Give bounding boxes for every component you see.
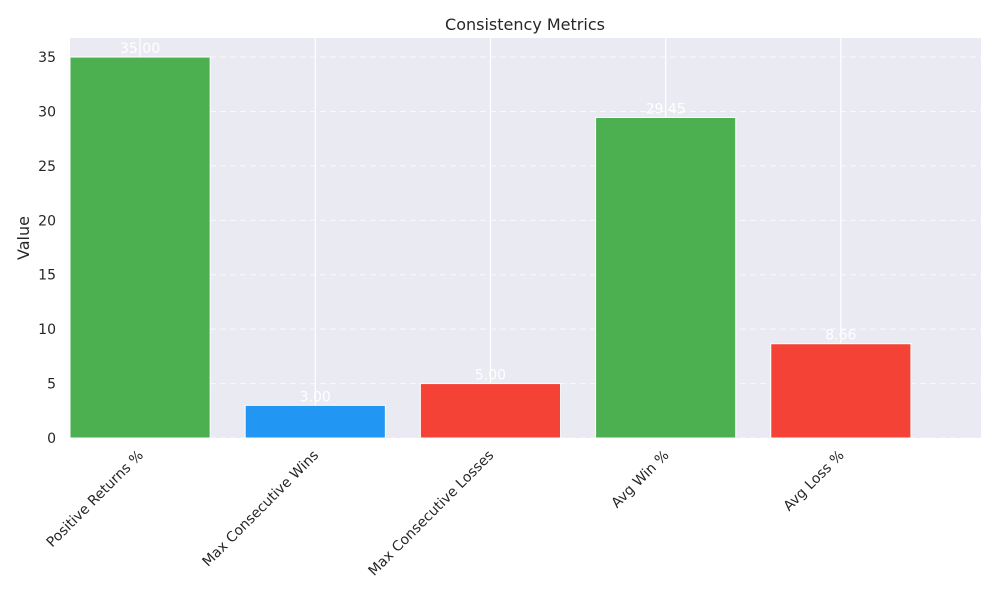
bar (595, 116, 737, 439)
chart-title: Consistency Metrics (445, 15, 605, 34)
y-axis-title: Value (14, 216, 33, 260)
y-tick-label: 30 (38, 104, 56, 120)
data-labels: 35.00 3.00 5.00 29.45 8.66 (120, 41, 856, 405)
bar (69, 56, 211, 439)
y-tick-label: 5 (47, 377, 56, 393)
y-axis-ticks: 0 5 10 15 20 25 30 35 (38, 50, 56, 447)
y-tick-label: 10 (38, 322, 56, 338)
y-tick-label: 20 (38, 213, 56, 229)
bars (69, 56, 912, 439)
y-tick-label: 15 (38, 268, 56, 284)
bar (419, 383, 562, 439)
gridlines (70, 38, 981, 439)
bar (770, 343, 912, 439)
bar (244, 404, 386, 439)
bar-value-label: 35.00 (120, 41, 160, 57)
x-tick-label: Avg Win % (609, 448, 673, 512)
bar-value-label: 8.66 (825, 328, 856, 344)
x-axis-ticks: Positive Returns % Max Consecutive Wins Ma… (44, 448, 848, 580)
x-tick-label: Max Consecutive Wins (199, 448, 322, 571)
x-tick-label: Max Consecutive Losses (365, 448, 497, 580)
x-tick-label: Positive Returns % (44, 448, 147, 551)
y-tick-label: 35 (38, 50, 56, 66)
y-tick-label: 0 (47, 431, 56, 447)
bar-value-label: 29.45 (646, 101, 686, 117)
bar-value-label: 3.00 (300, 389, 331, 405)
bar-value-label: 5.00 (475, 368, 506, 384)
y-tick-label: 25 (38, 159, 56, 175)
x-tick-label: Avg Loss % (781, 448, 848, 515)
